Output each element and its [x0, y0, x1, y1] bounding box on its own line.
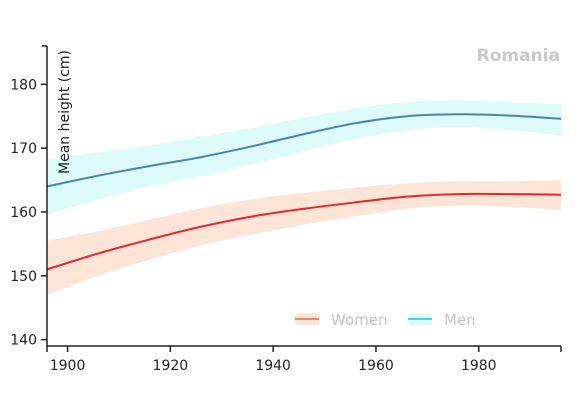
x-tick-label: 1960: [358, 358, 394, 374]
x-tick-label: 1940: [255, 358, 291, 374]
legend-item-women[interactable]: Women: [295, 311, 387, 329]
y-tick-label: 150: [10, 269, 37, 285]
legend-item-men[interactable]: Men: [408, 311, 476, 329]
legend: Women Men: [295, 311, 476, 329]
band-women: [47, 180, 561, 295]
axes: 140 150 160 170 180 1900 1920 1940 1960 1980: [10, 45, 562, 374]
y-tick-label: 160: [10, 205, 37, 221]
y-axis-label: Mean height (cm): [57, 50, 73, 174]
chart-title: Romania: [477, 46, 560, 66]
confidence-bands: [47, 100, 561, 295]
legend-label-women: Women: [331, 311, 387, 329]
x-tick-label: 1920: [153, 358, 189, 374]
y-ticks: 140 150 160 170 180: [10, 45, 47, 349]
line-women: [46, 192, 562, 271]
y-tick-label: 170: [10, 141, 37, 157]
band-men: [47, 100, 561, 216]
line-men: [46, 113, 562, 188]
y-tick-label: 180: [10, 77, 37, 93]
x-tick-label: 1900: [50, 358, 86, 374]
x-ticks: 1900 1920 1940 1960 1980: [46, 346, 562, 374]
legend-label-men: Men: [444, 311, 476, 329]
x-tick-label: 1980: [461, 358, 497, 374]
y-tick-label: 140: [10, 333, 37, 349]
series-lines: [46, 113, 562, 271]
